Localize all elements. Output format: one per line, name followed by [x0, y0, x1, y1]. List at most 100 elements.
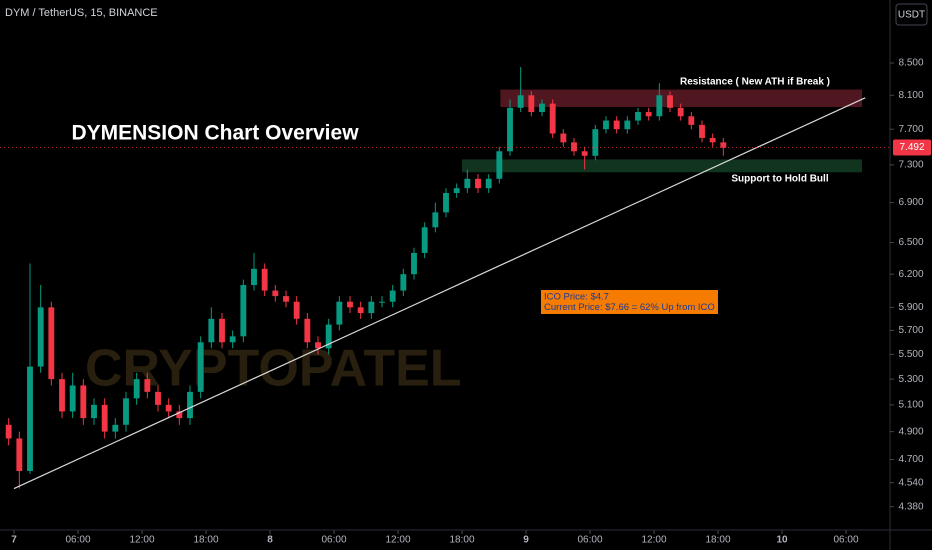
candle-body	[165, 404, 172, 412]
candle-body	[517, 95, 524, 108]
y-tick-label: 4.700	[898, 454, 923, 465]
candle-body	[5, 424, 12, 439]
candle-body	[485, 178, 492, 189]
candle-body	[528, 95, 535, 113]
y-tick-label: 6.200	[898, 269, 923, 280]
candle-body	[432, 212, 439, 228]
candle-body	[347, 301, 353, 308]
candle-body	[603, 120, 609, 130]
candle-body	[496, 151, 503, 179]
candle-body	[187, 391, 193, 419]
x-tick-label: 06:00	[65, 535, 90, 546]
candle-body	[229, 336, 236, 343]
candle-body	[283, 296, 289, 302]
candle-body	[272, 290, 279, 297]
candle-body	[251, 268, 257, 286]
candle-body	[176, 411, 183, 419]
y-tick-label: 5.700	[898, 325, 923, 336]
x-tick-label: 06:00	[833, 535, 858, 546]
trend-line	[13, 97, 866, 490]
zone	[500, 89, 862, 107]
candle-body	[400, 274, 407, 291]
candle-body	[421, 227, 428, 253]
y-tick-label: 5.900	[898, 302, 923, 313]
candle-body	[261, 268, 268, 291]
candle-body	[571, 142, 577, 152]
x-tick-label: 7	[11, 535, 17, 546]
overlay-title: DYMENSION Chart Overview	[71, 122, 359, 145]
candle-body	[27, 366, 33, 471]
candle-body	[208, 318, 215, 343]
candle-body	[59, 379, 65, 412]
x-tick-label: 12:00	[129, 535, 154, 546]
x-tick-label: 12:00	[641, 535, 666, 546]
y-tick-label: 7.700	[898, 124, 923, 135]
candle-body	[699, 124, 705, 138]
candle-body	[379, 301, 385, 303]
candle-body	[112, 424, 119, 432]
candle-body	[592, 129, 599, 156]
candle-body	[80, 385, 87, 419]
candle-body	[688, 116, 695, 125]
candle-body	[368, 301, 375, 314]
candle-body	[560, 133, 567, 143]
candle-body	[240, 285, 247, 337]
candle-body	[16, 438, 23, 471]
candle-body	[91, 404, 97, 419]
info-line: ICO Price: $4.7	[544, 292, 609, 303]
candle-body	[613, 120, 620, 130]
candle-body	[720, 142, 727, 148]
candle-body	[667, 95, 673, 108]
candle-body	[48, 307, 55, 380]
x-tick-label: 8	[267, 535, 273, 546]
candle-body	[453, 188, 460, 193]
candle-body	[635, 112, 641, 121]
candle-body	[101, 404, 108, 432]
support-label: Support to Hold Bull	[731, 174, 828, 185]
candle-body	[581, 151, 588, 156]
candle-body	[155, 391, 161, 405]
chart-title: DYM / TetherUS, 15, BINANCE	[5, 7, 158, 19]
x-tick-label: 18:00	[449, 535, 474, 546]
candle-body	[219, 318, 225, 343]
candle-body	[624, 120, 631, 130]
candle-body	[133, 379, 140, 399]
last-price-label: 7.492	[899, 142, 924, 153]
x-tick-label: 06:00	[577, 535, 602, 546]
candle-body	[197, 342, 204, 392]
y-tick-label: 6.900	[898, 197, 923, 208]
y-tick-label: 4.380	[898, 501, 923, 512]
resistance-label: Resistance ( New ATH if Break )	[680, 77, 830, 88]
y-tick-label: 7.300	[898, 160, 923, 171]
y-tick-label: 5.300	[898, 374, 923, 385]
y-tick-label: 8.100	[898, 90, 923, 101]
candle-body	[304, 318, 311, 343]
candle-body	[325, 324, 332, 349]
candle-body	[709, 137, 716, 143]
x-tick-label: 18:00	[705, 535, 730, 546]
candle-body	[475, 178, 481, 189]
candle-body	[507, 107, 513, 152]
candle-body	[293, 301, 300, 319]
plot-area	[0, 67, 890, 490]
watermark: CRYPTOPATEL	[85, 340, 462, 398]
candle-body	[336, 301, 343, 325]
y-tick-label: 4.900	[898, 426, 923, 437]
candle-body	[464, 178, 471, 189]
currency-button[interactable]	[895, 3, 928, 26]
y-tick-label: 4.540	[898, 477, 923, 488]
x-tick-label: 18:00	[193, 535, 218, 546]
y-tick-label: 5.100	[898, 399, 923, 410]
x-tick-label: 06:00	[321, 535, 346, 546]
x-tick-label: 12:00	[385, 535, 410, 546]
last-price-tag	[893, 139, 931, 156]
candle-body	[539, 103, 545, 113]
candle-body	[357, 307, 364, 314]
candle-body	[69, 385, 76, 412]
candle-body	[411, 252, 417, 275]
y-tick-label: 8.500	[898, 58, 923, 69]
candle-body	[549, 103, 556, 134]
candle-body	[144, 379, 151, 392]
